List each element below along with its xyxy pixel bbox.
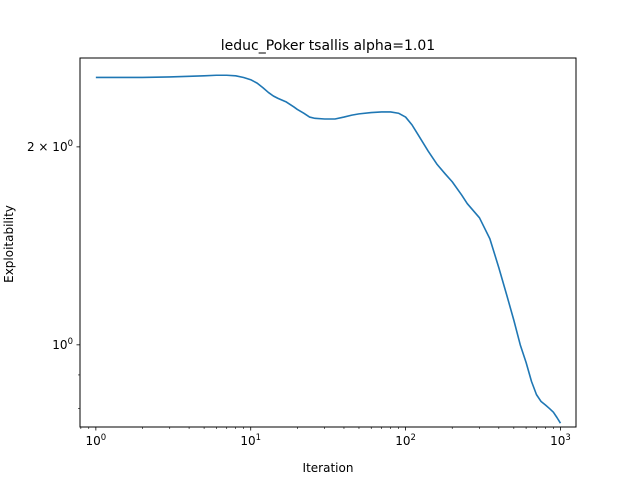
- x-axis-label: Iteration: [303, 461, 354, 475]
- plot-frame: [79, 57, 577, 428]
- plot-layer: [95, 74, 562, 424]
- chart-title: leduc_Poker tsallis alpha=1.01: [221, 38, 435, 54]
- series-line-0: [95, 74, 562, 424]
- y-axis-label: Exploitability: [2, 205, 16, 283]
- y-tick-label-1: 2 × 100: [27, 139, 73, 154]
